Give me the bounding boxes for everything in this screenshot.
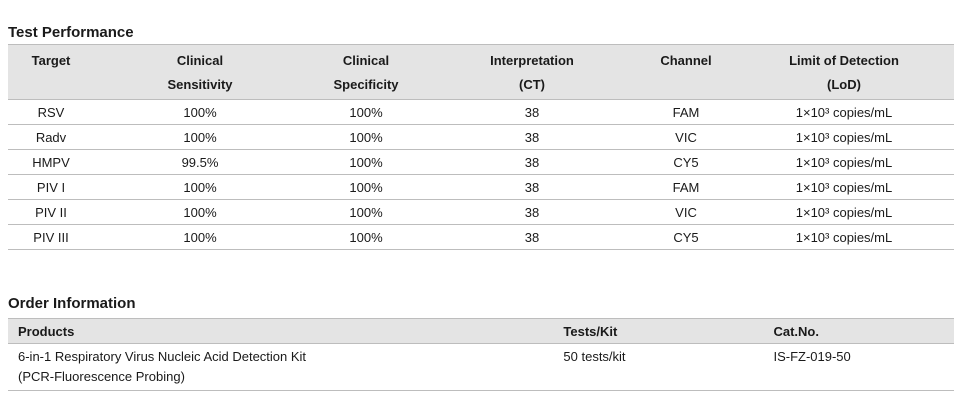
table-header-row: Sensitivity Specificity (CT) (LoD) — [8, 73, 954, 100]
cell-channel: FAM — [638, 99, 734, 125]
table-row: PIV I 100% 100% 38 FAM 1×10³ copies/mL — [8, 174, 954, 200]
header-sensitivity-line1: Clinical — [94, 44, 306, 73]
cell-tests-per-kit: 50 tests/kit — [553, 343, 764, 391]
table-row: Radv 100% 100% 38 VIC 1×10³ copies/mL — [8, 124, 954, 150]
header-interpretation-line1: Interpretation — [426, 44, 638, 73]
cell-ct: 38 — [426, 124, 638, 150]
table-header-row: Target Clinical Clinical Interpretation … — [8, 44, 954, 100]
table-header-row: Products Tests/Kit Cat.No. — [8, 318, 954, 344]
header-sensitivity-line2: Sensitivity — [94, 73, 306, 100]
cell-cat-no: IS-FZ-019-50 — [763, 343, 954, 391]
header-lod-line1: Limit of Detection — [734, 44, 954, 73]
cell-specificity: 100% — [306, 124, 426, 150]
cell-sensitivity: 99.5% — [94, 149, 306, 175]
cell-lod: 1×10³ copies/mL — [734, 174, 954, 200]
cell-specificity: 100% — [306, 149, 426, 175]
cell-target: Radv — [8, 124, 94, 150]
test-performance-table: Target Clinical Clinical Interpretation … — [8, 44, 954, 250]
cell-target: PIV III — [8, 224, 94, 250]
cell-ct: 38 — [426, 99, 638, 125]
cell-sensitivity: 100% — [94, 224, 306, 250]
order-information-table: Products Tests/Kit Cat.No. 6-in-1 Respir… — [8, 318, 954, 391]
order-information-title: Order Information — [8, 295, 136, 312]
cell-product: 6-in-1 Respiratory Virus Nucleic Acid De… — [8, 343, 554, 391]
cell-target: PIV II — [8, 199, 94, 225]
product-name-line1: 6-in-1 Respiratory Virus Nucleic Acid De… — [18, 349, 307, 364]
cell-specificity: 100% — [306, 174, 426, 200]
cell-specificity: 100% — [306, 199, 426, 225]
cell-ct: 38 — [426, 174, 638, 200]
cell-channel: VIC — [638, 199, 734, 225]
product-name-line2: (PCR-Fluorescence Probing) — [18, 369, 185, 384]
cell-ct: 38 — [426, 149, 638, 175]
header-tests-per-kit: Tests/Kit — [553, 318, 764, 344]
header-lod-line2: (LoD) — [734, 73, 954, 100]
cell-target: HMPV — [8, 149, 94, 175]
cell-channel: FAM — [638, 174, 734, 200]
cell-lod: 1×10³ copies/mL — [734, 99, 954, 125]
header-channel: Channel — [638, 44, 734, 100]
table-row: 6-in-1 Respiratory Virus Nucleic Acid De… — [8, 343, 954, 391]
cell-lod: 1×10³ copies/mL — [734, 149, 954, 175]
header-cat-no: Cat.No. — [763, 318, 954, 344]
cell-target: RSV — [8, 99, 94, 125]
cell-lod: 1×10³ copies/mL — [734, 224, 954, 250]
cell-lod: 1×10³ copies/mL — [734, 124, 954, 150]
cell-channel: CY5 — [638, 224, 734, 250]
header-specificity-line2: Specificity — [306, 73, 426, 100]
cell-ct: 38 — [426, 199, 638, 225]
header-target: Target — [8, 44, 94, 100]
header-specificity-line1: Clinical — [306, 44, 426, 73]
cell-specificity: 100% — [306, 99, 426, 125]
table-row: RSV 100% 100% 38 FAM 1×10³ copies/mL — [8, 99, 954, 125]
cell-channel: VIC — [638, 124, 734, 150]
cell-target: PIV I — [8, 174, 94, 200]
cell-ct: 38 — [426, 224, 638, 250]
test-performance-title: Test Performance — [8, 24, 134, 41]
cell-sensitivity: 100% — [94, 99, 306, 125]
cell-sensitivity: 100% — [94, 199, 306, 225]
cell-specificity: 100% — [306, 224, 426, 250]
table-row: PIV II 100% 100% 38 VIC 1×10³ copies/mL — [8, 199, 954, 225]
table-row: HMPV 99.5% 100% 38 CY5 1×10³ copies/mL — [8, 149, 954, 175]
cell-sensitivity: 100% — [94, 174, 306, 200]
cell-sensitivity: 100% — [94, 124, 306, 150]
header-interpretation-line2: (CT) — [426, 73, 638, 100]
cell-channel: CY5 — [638, 149, 734, 175]
table-row: PIV III 100% 100% 38 CY5 1×10³ copies/mL — [8, 224, 954, 250]
header-products: Products — [8, 318, 554, 344]
cell-lod: 1×10³ copies/mL — [734, 199, 954, 225]
